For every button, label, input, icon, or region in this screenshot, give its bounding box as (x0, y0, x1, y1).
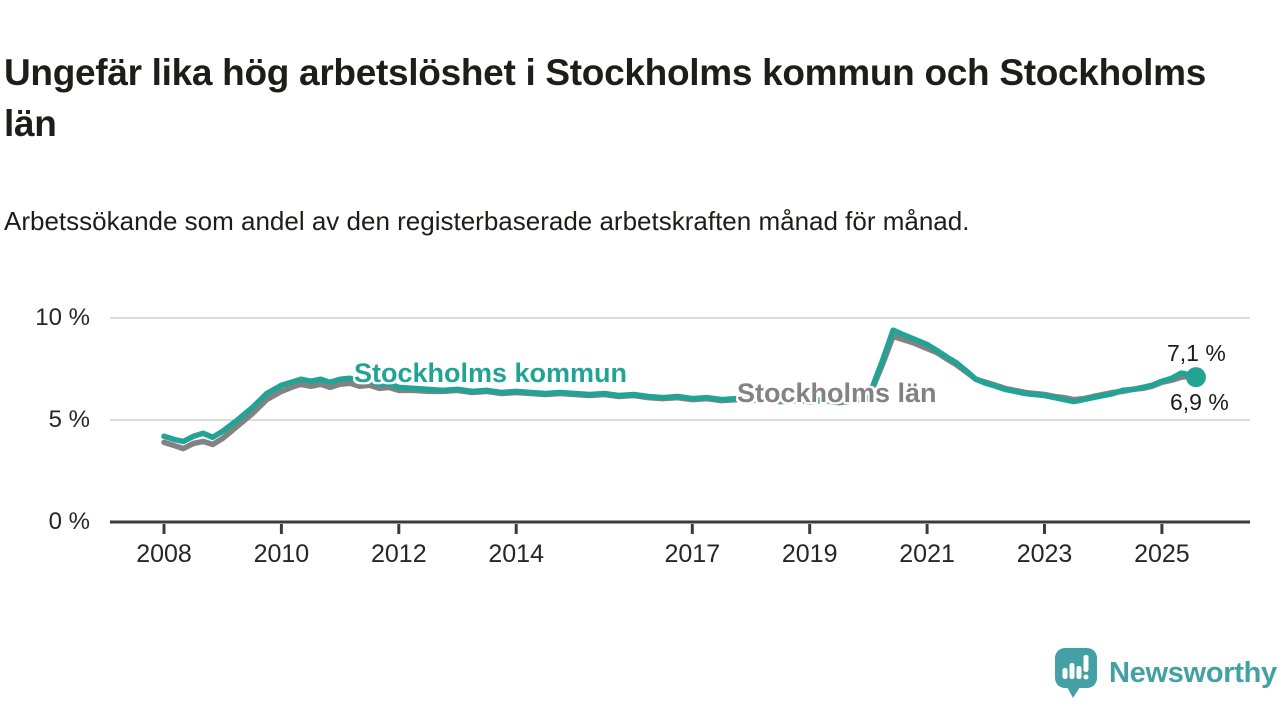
end-value-label-kommun: 7,1 % (1167, 340, 1226, 366)
y-axis-label: 10 % (35, 304, 90, 331)
newsworthy-speech-bubble-bar-chart-icon (1054, 647, 1099, 699)
x-axis-label: 2023 (1016, 540, 1073, 568)
y-axis-label: 0 % (48, 508, 90, 535)
series-label-kommun: Stockholms kommun (354, 358, 628, 388)
x-axis-label: 2014 (488, 540, 544, 568)
series-line-kommun (161, 327, 1199, 445)
x-axis-label: 2019 (781, 540, 838, 568)
chart-subtitle: Arbetssökande som andel av den registerb… (4, 206, 970, 236)
end-value-label-lan: 6,9 % (1170, 389, 1229, 415)
newsworthy-logo[interactable]: Newsworthy (1054, 645, 1277, 701)
x-axis-label: 2021 (899, 540, 955, 568)
page-title: Ungefär lika hög arbetslöshet i Stockhol… (4, 51, 1207, 144)
x-axis-label: 2008 (136, 540, 192, 568)
x-axis-label: 2010 (253, 540, 310, 568)
series-label-lan: Stockholms län (737, 378, 937, 408)
newsworthy-logo-text: Newsworthy (1109, 657, 1277, 689)
x-axis-label: 2012 (370, 540, 427, 568)
y-axis-label: 5 % (48, 406, 90, 433)
chart-canvas (110, 317, 1250, 534)
series-end-dot (1185, 367, 1206, 388)
x-axis-label: 2017 (664, 540, 721, 568)
x-axis-label: 2025 (1134, 540, 1190, 568)
line-chart: Stockholms kommun Stockholms län 7,1 % 6… (0, 290, 1280, 590)
